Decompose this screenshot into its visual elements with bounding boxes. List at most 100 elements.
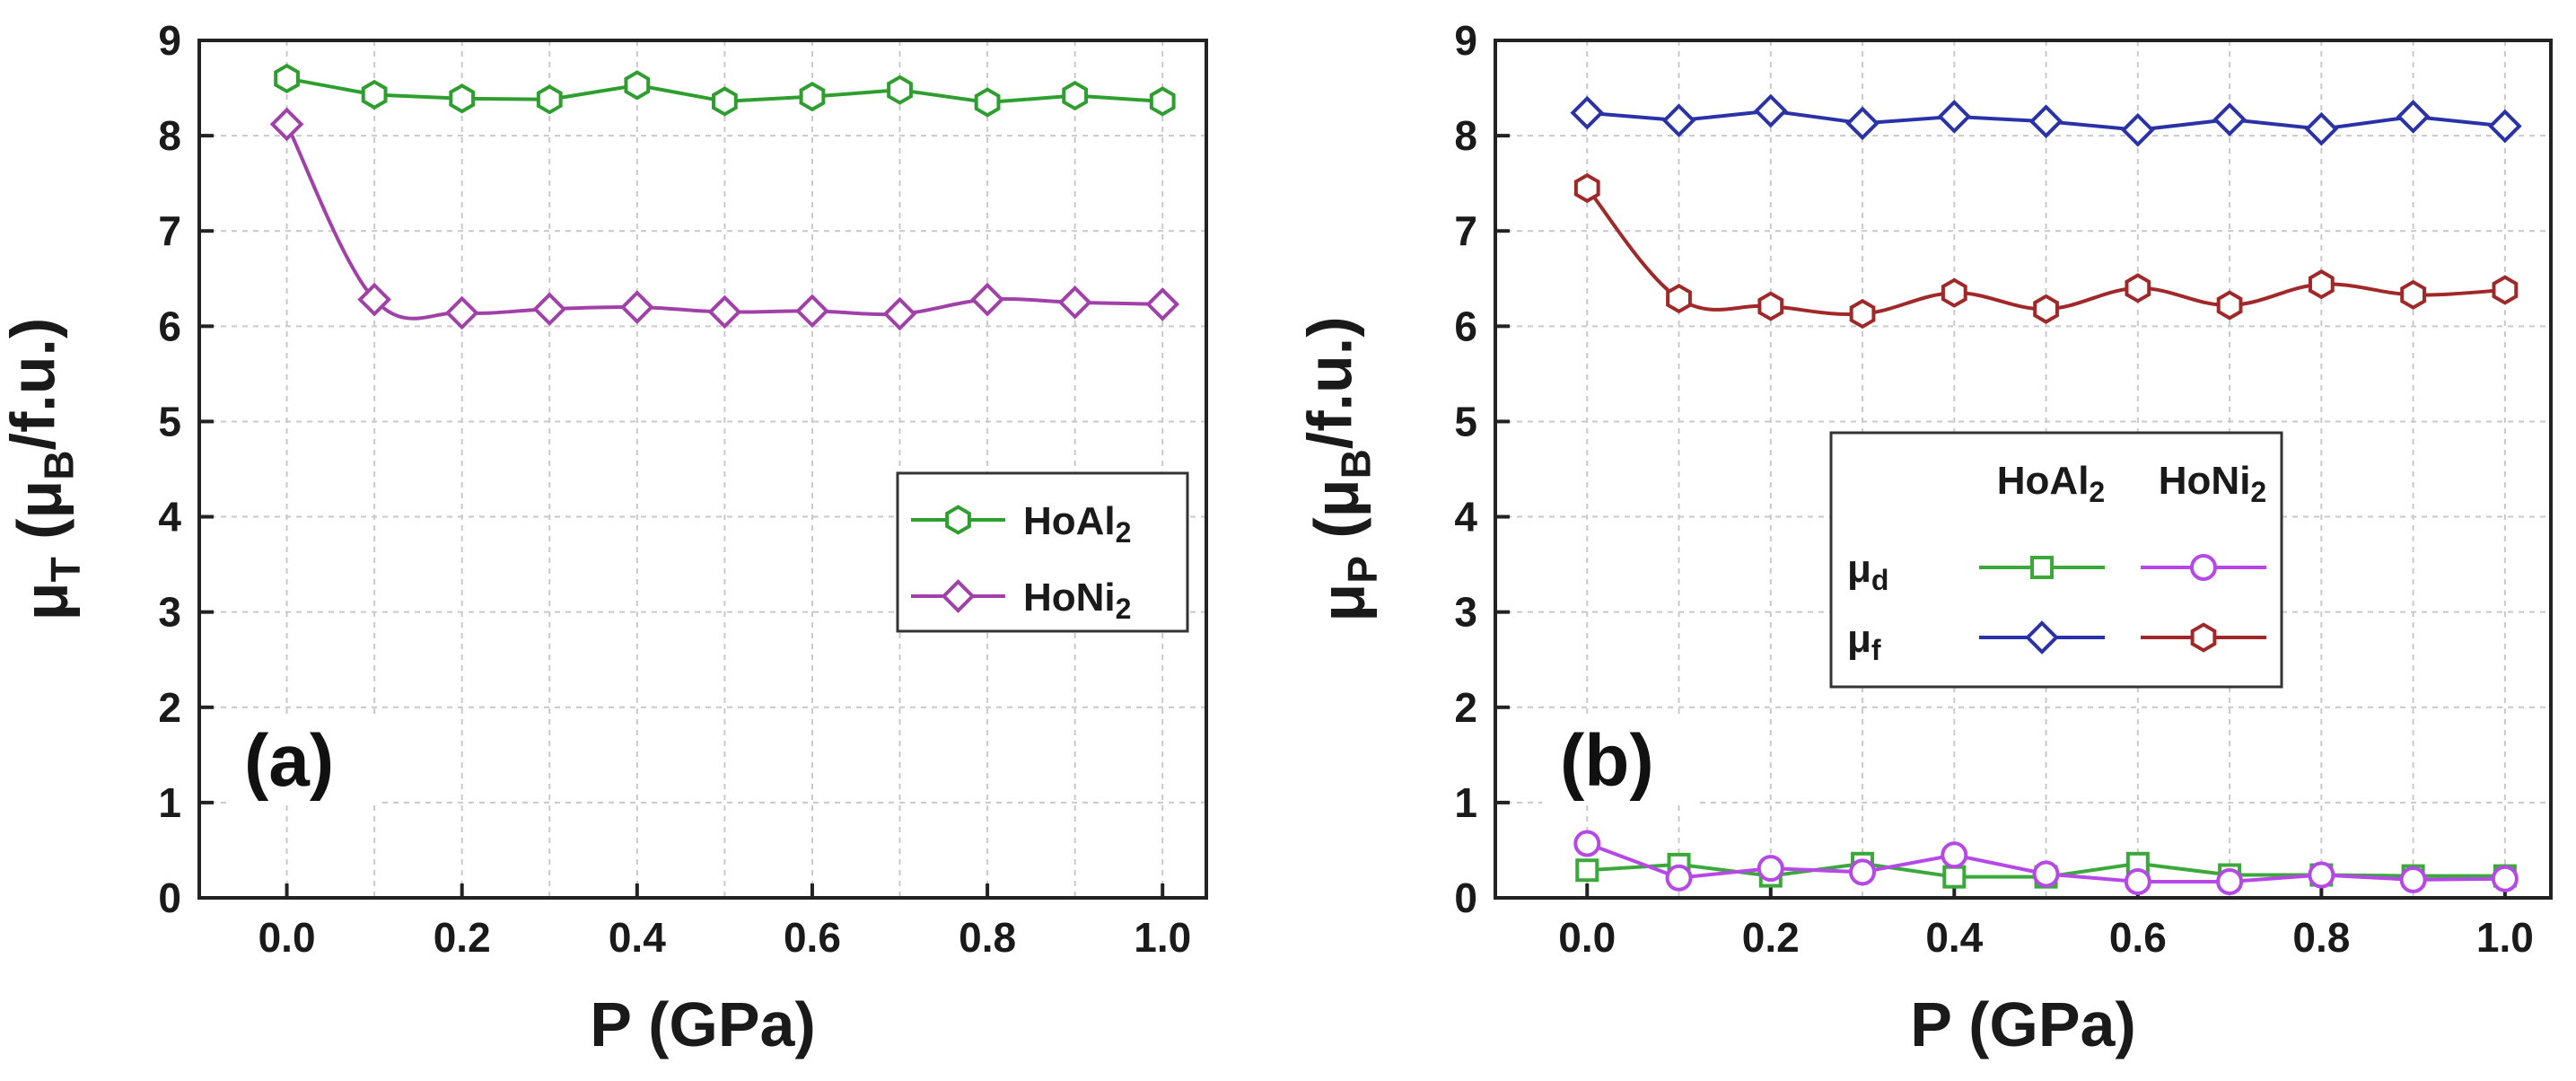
data-point bbox=[882, 296, 917, 331]
axis-ticks: 0.0 0.2 0.4 0.6 0.8 1.0 0 1 2 3 4 5 6 7 8 9 bbox=[158, 17, 1191, 961]
legend-label: HoNi2 bbox=[1023, 576, 1131, 625]
x-tick-label: 0.2 bbox=[434, 914, 491, 961]
series-group bbox=[1570, 93, 2522, 895]
legend-marker bbox=[2190, 554, 2217, 581]
legend-marker bbox=[2190, 622, 2217, 653]
y-tick-label: 6 bbox=[1454, 303, 1477, 349]
plot-frame bbox=[197, 39, 1208, 900]
axis-ticks: 0.0 0.2 0.4 0.6 0.8 1.0 0 1 2 3 4 5 6 7 8 9 bbox=[1454, 17, 2533, 961]
y-tick-label: 4 bbox=[1454, 494, 1477, 540]
data-point bbox=[1062, 80, 1089, 111]
data-point bbox=[361, 79, 388, 110]
legend-column-header: HoNi2 bbox=[2159, 459, 2266, 508]
data-point bbox=[2120, 112, 2155, 147]
data-point bbox=[2399, 866, 2427, 893]
panel-label: (b) bbox=[1560, 720, 1654, 802]
data-point bbox=[707, 294, 742, 330]
data-point bbox=[2028, 104, 2063, 139]
data-point bbox=[2033, 294, 2059, 324]
data-point bbox=[1661, 103, 1696, 137]
data-point bbox=[1753, 93, 1788, 128]
data-point bbox=[1757, 291, 1784, 321]
data-point bbox=[970, 282, 1004, 317]
data-point bbox=[795, 294, 829, 329]
data-point bbox=[1941, 277, 1967, 308]
data-point bbox=[2124, 867, 2151, 895]
x-tick-label: 0.4 bbox=[1925, 914, 1983, 961]
data-point bbox=[274, 63, 300, 94]
y-tick-label: 0 bbox=[158, 874, 181, 921]
data-point bbox=[1757, 855, 1784, 883]
y-tick-label: 2 bbox=[1454, 684, 1477, 731]
data-point bbox=[1575, 858, 1599, 883]
data-point bbox=[532, 292, 567, 327]
data-point bbox=[1573, 172, 1600, 204]
legend-marker bbox=[945, 505, 971, 535]
panel-b-chart: 0.0 0.2 0.4 0.6 0.8 1.0 0 1 2 3 4 5 6 7 8 9 P (GPa) μP (μ… bbox=[1295, 17, 2553, 1059]
data-point bbox=[357, 282, 391, 317]
data-point bbox=[1666, 283, 1692, 314]
legend-row-label: μf bbox=[1847, 617, 1881, 666]
x-tick-label: 0.6 bbox=[784, 914, 841, 961]
data-point bbox=[2125, 273, 2151, 303]
y-tick-label: 8 bbox=[1454, 112, 1477, 159]
data-point bbox=[2488, 109, 2522, 144]
panel-a-chart: 0.0 0.2 0.4 0.6 0.8 1.0 0 1 2 3 4 5 6 7 8 9 P (GPa) μT (μ… bbox=[0, 17, 1208, 1059]
data-point bbox=[712, 86, 738, 117]
data-point bbox=[1942, 865, 1967, 889]
data-point bbox=[2216, 290, 2243, 321]
data-point bbox=[1849, 298, 1876, 330]
y-tick-label: 9 bbox=[1454, 17, 1477, 64]
y-axis-title: μP (μB/f.u.) bbox=[1295, 316, 1386, 621]
x-tick-label: 0.4 bbox=[609, 914, 666, 961]
data-point bbox=[2308, 269, 2335, 300]
data-point bbox=[2491, 865, 2519, 892]
legend-marker bbox=[941, 579, 976, 613]
data-point bbox=[444, 295, 479, 330]
panel-label-bg bbox=[1542, 716, 1696, 805]
data-point bbox=[887, 75, 913, 105]
data-point bbox=[2304, 111, 2339, 146]
y-tick-label: 7 bbox=[158, 207, 181, 254]
series-group bbox=[269, 63, 1180, 331]
y-tick-label: 7 bbox=[1454, 207, 1477, 254]
x-axis-title: P (GPa) bbox=[590, 989, 816, 1059]
y-axis-title: μT (μB/f.u.) bbox=[0, 318, 89, 621]
data-point bbox=[1057, 285, 1092, 320]
data-point bbox=[624, 70, 651, 101]
x-tick-label: 0.6 bbox=[2109, 914, 2167, 961]
legend: HoAl2 HoNi2 bbox=[896, 471, 1189, 633]
y-tick-label: 4 bbox=[158, 494, 181, 540]
data-point bbox=[269, 107, 304, 142]
x-tick-label: 1.0 bbox=[1134, 914, 1191, 961]
x-tick-label: 0.0 bbox=[258, 914, 316, 961]
x-tick-label: 0.0 bbox=[1558, 914, 1616, 961]
y-tick-label: 8 bbox=[158, 112, 181, 159]
data-point bbox=[2308, 861, 2335, 889]
data-point bbox=[1941, 841, 1968, 869]
y-tick-label: 5 bbox=[1454, 398, 1477, 444]
legend-row-label: μd bbox=[1847, 547, 1888, 596]
data-point bbox=[2212, 102, 2247, 136]
x-tick-label: 1.0 bbox=[2476, 914, 2534, 961]
data-point bbox=[1849, 858, 1877, 886]
data-point bbox=[1145, 287, 1180, 321]
data-point bbox=[1149, 86, 1176, 117]
y-tick-label: 2 bbox=[158, 684, 181, 731]
plot-frame bbox=[1494, 39, 2553, 900]
data-point bbox=[2396, 100, 2431, 134]
data-point bbox=[2032, 860, 2060, 888]
data-point bbox=[1570, 95, 1605, 130]
legend-label: HoAl2 bbox=[1023, 499, 1131, 549]
y-tick-label: 1 bbox=[158, 779, 181, 826]
data-point bbox=[2492, 275, 2519, 305]
legend-marker bbox=[2025, 620, 2059, 655]
data-point bbox=[2400, 279, 2426, 310]
y-tick-label: 3 bbox=[158, 589, 181, 636]
series-line bbox=[285, 123, 1163, 321]
data-point bbox=[799, 81, 826, 112]
x-tick-label: 0.8 bbox=[959, 914, 1016, 961]
x-tick-label: 0.8 bbox=[2292, 914, 2350, 961]
legend-box bbox=[896, 471, 1189, 633]
data-point bbox=[974, 87, 1001, 118]
